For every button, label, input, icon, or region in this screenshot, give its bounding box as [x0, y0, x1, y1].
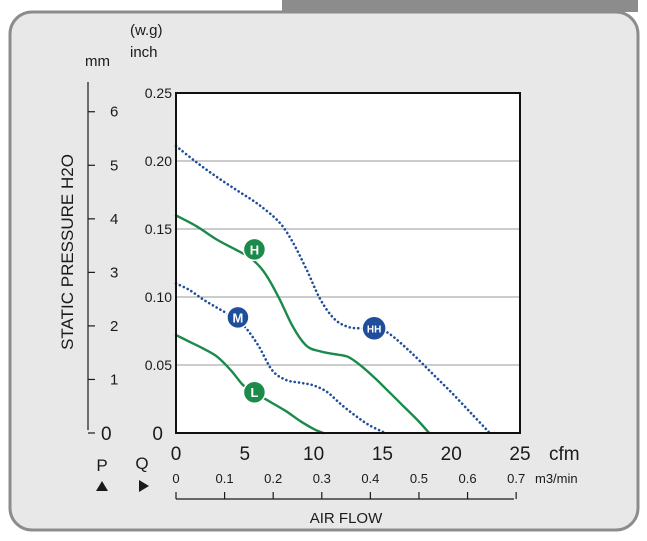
mm-axis-ticks: 0 1 2 3 4 5 6 [88, 104, 118, 445]
y-tick-label: 0.05 [145, 357, 172, 373]
y-tick-label: 0.20 [145, 153, 172, 169]
series-line-h [174, 214, 431, 435]
m3-tick-label: 0.2 [264, 471, 282, 486]
x-tick-label: 5 [240, 444, 251, 465]
m3-tick-label: 0.3 [313, 471, 331, 486]
m3-tick-label: 0.4 [361, 471, 379, 486]
y-unit-mm: mm [85, 53, 110, 70]
mm-tick-label: 0 [101, 424, 112, 445]
y-unit-top: (w.g) [130, 22, 163, 39]
y-tick-label: 0.25 [145, 85, 172, 101]
y-unit-inch: inch [130, 44, 158, 61]
mm-tick-label: 6 [110, 104, 118, 121]
x-tick-label: 10 [303, 444, 324, 465]
gridlines [176, 160, 520, 366]
m3-tick-label: 0.1 [216, 471, 234, 486]
x-unit-cfm: cfm [549, 444, 580, 465]
triangle-right-icon [139, 480, 149, 492]
x-tick-label: 0 [171, 444, 182, 465]
series-line-m [174, 282, 387, 435]
p-label: P [96, 456, 107, 475]
mm-tick-label: 3 [110, 264, 118, 281]
panel-top-tab [282, 0, 638, 12]
plot-frame [175, 92, 521, 434]
m3-tick-label: 0 [172, 471, 179, 486]
x-axis-title: AIR FLOW [310, 510, 383, 527]
mm-tick-label: 1 [110, 371, 118, 388]
x-tick-label: 15 [372, 444, 393, 465]
marker-m [226, 305, 250, 330]
plot-area [176, 93, 520, 433]
mm-tick-label: 4 [110, 211, 118, 228]
x-unit-m3: m3/min [535, 471, 578, 486]
y-tick-label: 0.10 [145, 289, 172, 305]
mm-tick-label: 5 [110, 157, 118, 174]
triangle-up-icon [96, 481, 108, 491]
x-tick-label: 20 [441, 444, 462, 465]
marker-label-m: M [232, 310, 243, 325]
y-tick-label: 0.15 [145, 221, 172, 237]
x-tick-label: 25 [509, 444, 530, 465]
marker-hh [361, 315, 387, 342]
marker-label-hh: HH [367, 324, 381, 335]
mm-tick-label: 2 [110, 318, 118, 335]
series-line-hh [174, 144, 491, 435]
cfm-axis-ticks: 0 5 10 15 20 25 [171, 444, 531, 465]
marker-label-h: H [250, 242, 259, 257]
m3-tick-label: 0.5 [410, 471, 428, 486]
marker-h [242, 237, 267, 262]
m3-tick-label: 0.7 [507, 471, 525, 486]
m3-axis-ticks: 0 0.1 0.2 0.3 0.4 0.5 0.6 0.7 [172, 471, 525, 486]
m3-tick-label: 0.6 [459, 471, 477, 486]
q-label: Q [135, 454, 148, 473]
inch-axis-ticks: 0 0.05 0.10 0.15 0.20 0.25 [145, 85, 172, 445]
m3-axis-tickmarks [175, 492, 517, 499]
y-tick-label: 0 [152, 424, 163, 445]
marker-l [242, 380, 267, 404]
y-axis-title: STATIC PRESSURE H2O [58, 154, 77, 350]
marker-label-l: L [250, 385, 258, 400]
